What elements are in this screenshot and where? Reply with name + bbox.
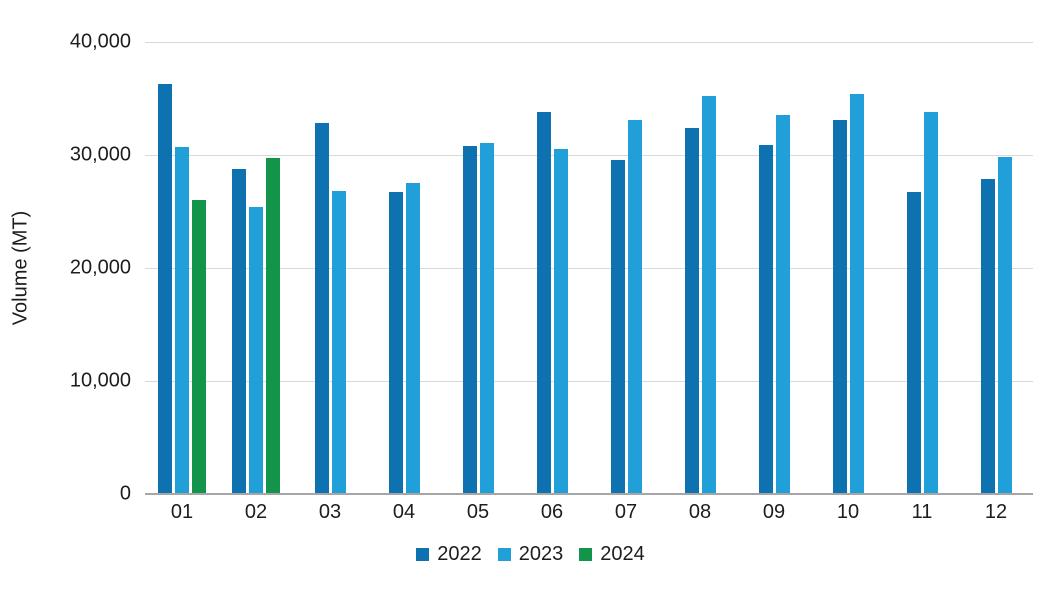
- y-axis: 40,000 30,000 20,000 10,000 0: [0, 31, 131, 505]
- x-axis: 01 02 03 04 05 06 07 08 09 10 11 12: [145, 501, 1033, 524]
- bar-group-10: [811, 42, 885, 494]
- bar-2023-04: [405, 183, 420, 494]
- legend-item-2023: 2023: [497, 543, 564, 566]
- bar-2024-02: [266, 158, 280, 494]
- bar-2023-02: [249, 206, 263, 494]
- x-tick-label-03: 03: [318, 501, 342, 523]
- legend-label-2024: 2024: [600, 543, 645, 565]
- legend-item-2024: 2024: [579, 543, 645, 566]
- y-tick-label-0: 0: [119, 482, 131, 505]
- gridline-20000: [145, 268, 1033, 269]
- bar-2023-08: [701, 96, 716, 494]
- bar-2023-09: [775, 115, 790, 494]
- bar-2023-07: [627, 119, 642, 494]
- bar-2023-12: [997, 157, 1012, 494]
- bar-group-11: [885, 42, 959, 494]
- gridline-40000: [145, 42, 1033, 43]
- x-tick-label-06: 06: [540, 501, 564, 523]
- legend-label-2022: 2022: [437, 543, 482, 565]
- bar-2022-09: [758, 144, 773, 494]
- bars-container: [145, 42, 1033, 494]
- bar-2023-06: [553, 149, 568, 494]
- bar-2022-06: [536, 112, 551, 494]
- y-tick-label-30000: 30,000: [69, 143, 131, 166]
- bar-2023-10: [849, 93, 864, 494]
- bar-2022-01: [158, 83, 172, 494]
- y-tick-label-20000: 20,000: [69, 256, 131, 279]
- bar-group-09: [737, 42, 811, 494]
- x-tick-label-08: 08: [688, 501, 712, 523]
- bar-2023-01: [175, 147, 189, 494]
- x-tick-label-04: 04: [392, 501, 416, 523]
- bar-2022-04: [388, 192, 403, 494]
- bar-group-02: [219, 42, 293, 494]
- plot-area: [145, 42, 1033, 495]
- bar-group-01: [145, 42, 219, 494]
- legend-swatch-2024: [579, 548, 593, 561]
- legend: 2022 2023 2024: [0, 543, 1061, 566]
- bar-2022-12: [980, 178, 995, 494]
- bar-2023-05: [479, 142, 494, 494]
- bar-2022-05: [462, 145, 477, 494]
- x-axis-line: [145, 493, 1033, 495]
- x-tick-label-02: 02: [244, 501, 268, 523]
- legend-swatch-2023: [497, 548, 511, 561]
- bar-group-04: [367, 42, 441, 494]
- legend-item-2022: 2022: [416, 543, 482, 566]
- bar-2023-03: [331, 191, 346, 494]
- bar-2022-02: [232, 168, 246, 494]
- x-tick-label-07: 07: [614, 501, 638, 523]
- x-tick-label-01: 01: [170, 501, 194, 523]
- bar-2023-11: [923, 112, 938, 494]
- x-tick-label-10: 10: [836, 501, 860, 523]
- x-tick-label-12: 12: [984, 501, 1008, 523]
- legend-label-2023: 2023: [518, 543, 564, 565]
- gridline-30000: [145, 155, 1033, 156]
- x-tick-label-11: 11: [911, 501, 933, 523]
- bar-group-03: [293, 42, 367, 494]
- bar-2022-03: [314, 123, 329, 494]
- bar-group-07: [589, 42, 663, 494]
- bar-group-12: [959, 42, 1033, 494]
- y-tick-label-40000: 40,000: [69, 30, 131, 53]
- bar-group-06: [515, 42, 589, 494]
- bar-2022-07: [610, 159, 625, 494]
- bar-2022-08: [684, 127, 699, 494]
- legend-swatch-2022: [416, 548, 430, 561]
- bar-group-05: [441, 42, 515, 494]
- x-tick-label-05: 05: [466, 501, 490, 523]
- bar-2022-11: [906, 192, 921, 494]
- bar-group-08: [663, 42, 737, 494]
- bar-2022-10: [832, 119, 847, 494]
- bar-2024-01: [192, 200, 206, 494]
- x-tick-label-09: 09: [762, 501, 786, 523]
- y-tick-label-10000: 10,000: [69, 369, 131, 392]
- gridline-10000: [145, 381, 1033, 382]
